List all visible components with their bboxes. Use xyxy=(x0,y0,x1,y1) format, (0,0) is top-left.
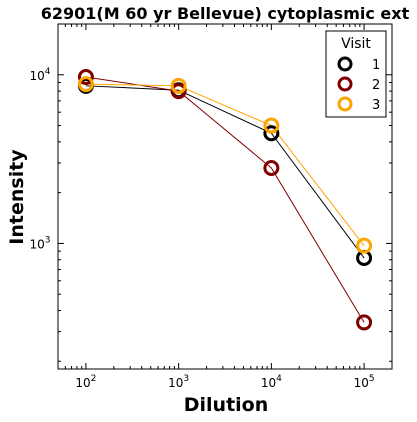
plot-frame xyxy=(57,23,393,370)
legend-title: Visit xyxy=(341,36,371,52)
legend-marker-1 xyxy=(337,56,353,72)
x-tick-label: 102 xyxy=(75,374,96,390)
data-point-2 xyxy=(263,159,280,176)
data-point-3 xyxy=(263,117,280,134)
y-axis-title: Intensity xyxy=(6,149,28,245)
legend-label-3: 3 xyxy=(372,98,380,113)
data-point-2 xyxy=(356,314,373,331)
x-axis-title: Dilution xyxy=(184,394,269,416)
data-point-2 xyxy=(170,83,187,100)
data-point-3 xyxy=(356,237,373,254)
y-tick-label: 103 xyxy=(29,235,50,251)
x-tick-label: 103 xyxy=(168,374,189,390)
legend: Visit 1 2 3 xyxy=(325,30,387,118)
series-line-1 xyxy=(85,85,365,259)
series-line-3 xyxy=(85,83,365,246)
chart-title: 62901(M 60 yr Bellevue) cytoplasmic ext xyxy=(41,4,410,23)
x-tick-label: 105 xyxy=(354,374,375,390)
legend-label-2: 2 xyxy=(372,78,380,93)
x-tick-label: 104 xyxy=(261,374,282,390)
y-tick-label: 104 xyxy=(29,67,50,83)
legend-label-1: 1 xyxy=(372,58,380,73)
legend-marker-3 xyxy=(337,96,353,112)
plot-area xyxy=(77,68,373,331)
data-point-2 xyxy=(77,68,94,85)
axis-ticks: 102 103 104 105 103 104 xyxy=(29,24,392,390)
legend-box xyxy=(325,30,387,118)
series-line-2 xyxy=(85,76,365,323)
data-point-3 xyxy=(170,77,187,94)
legend-marker-2 xyxy=(337,76,353,92)
data-point-3 xyxy=(77,76,94,93)
data-point-1 xyxy=(263,125,280,142)
